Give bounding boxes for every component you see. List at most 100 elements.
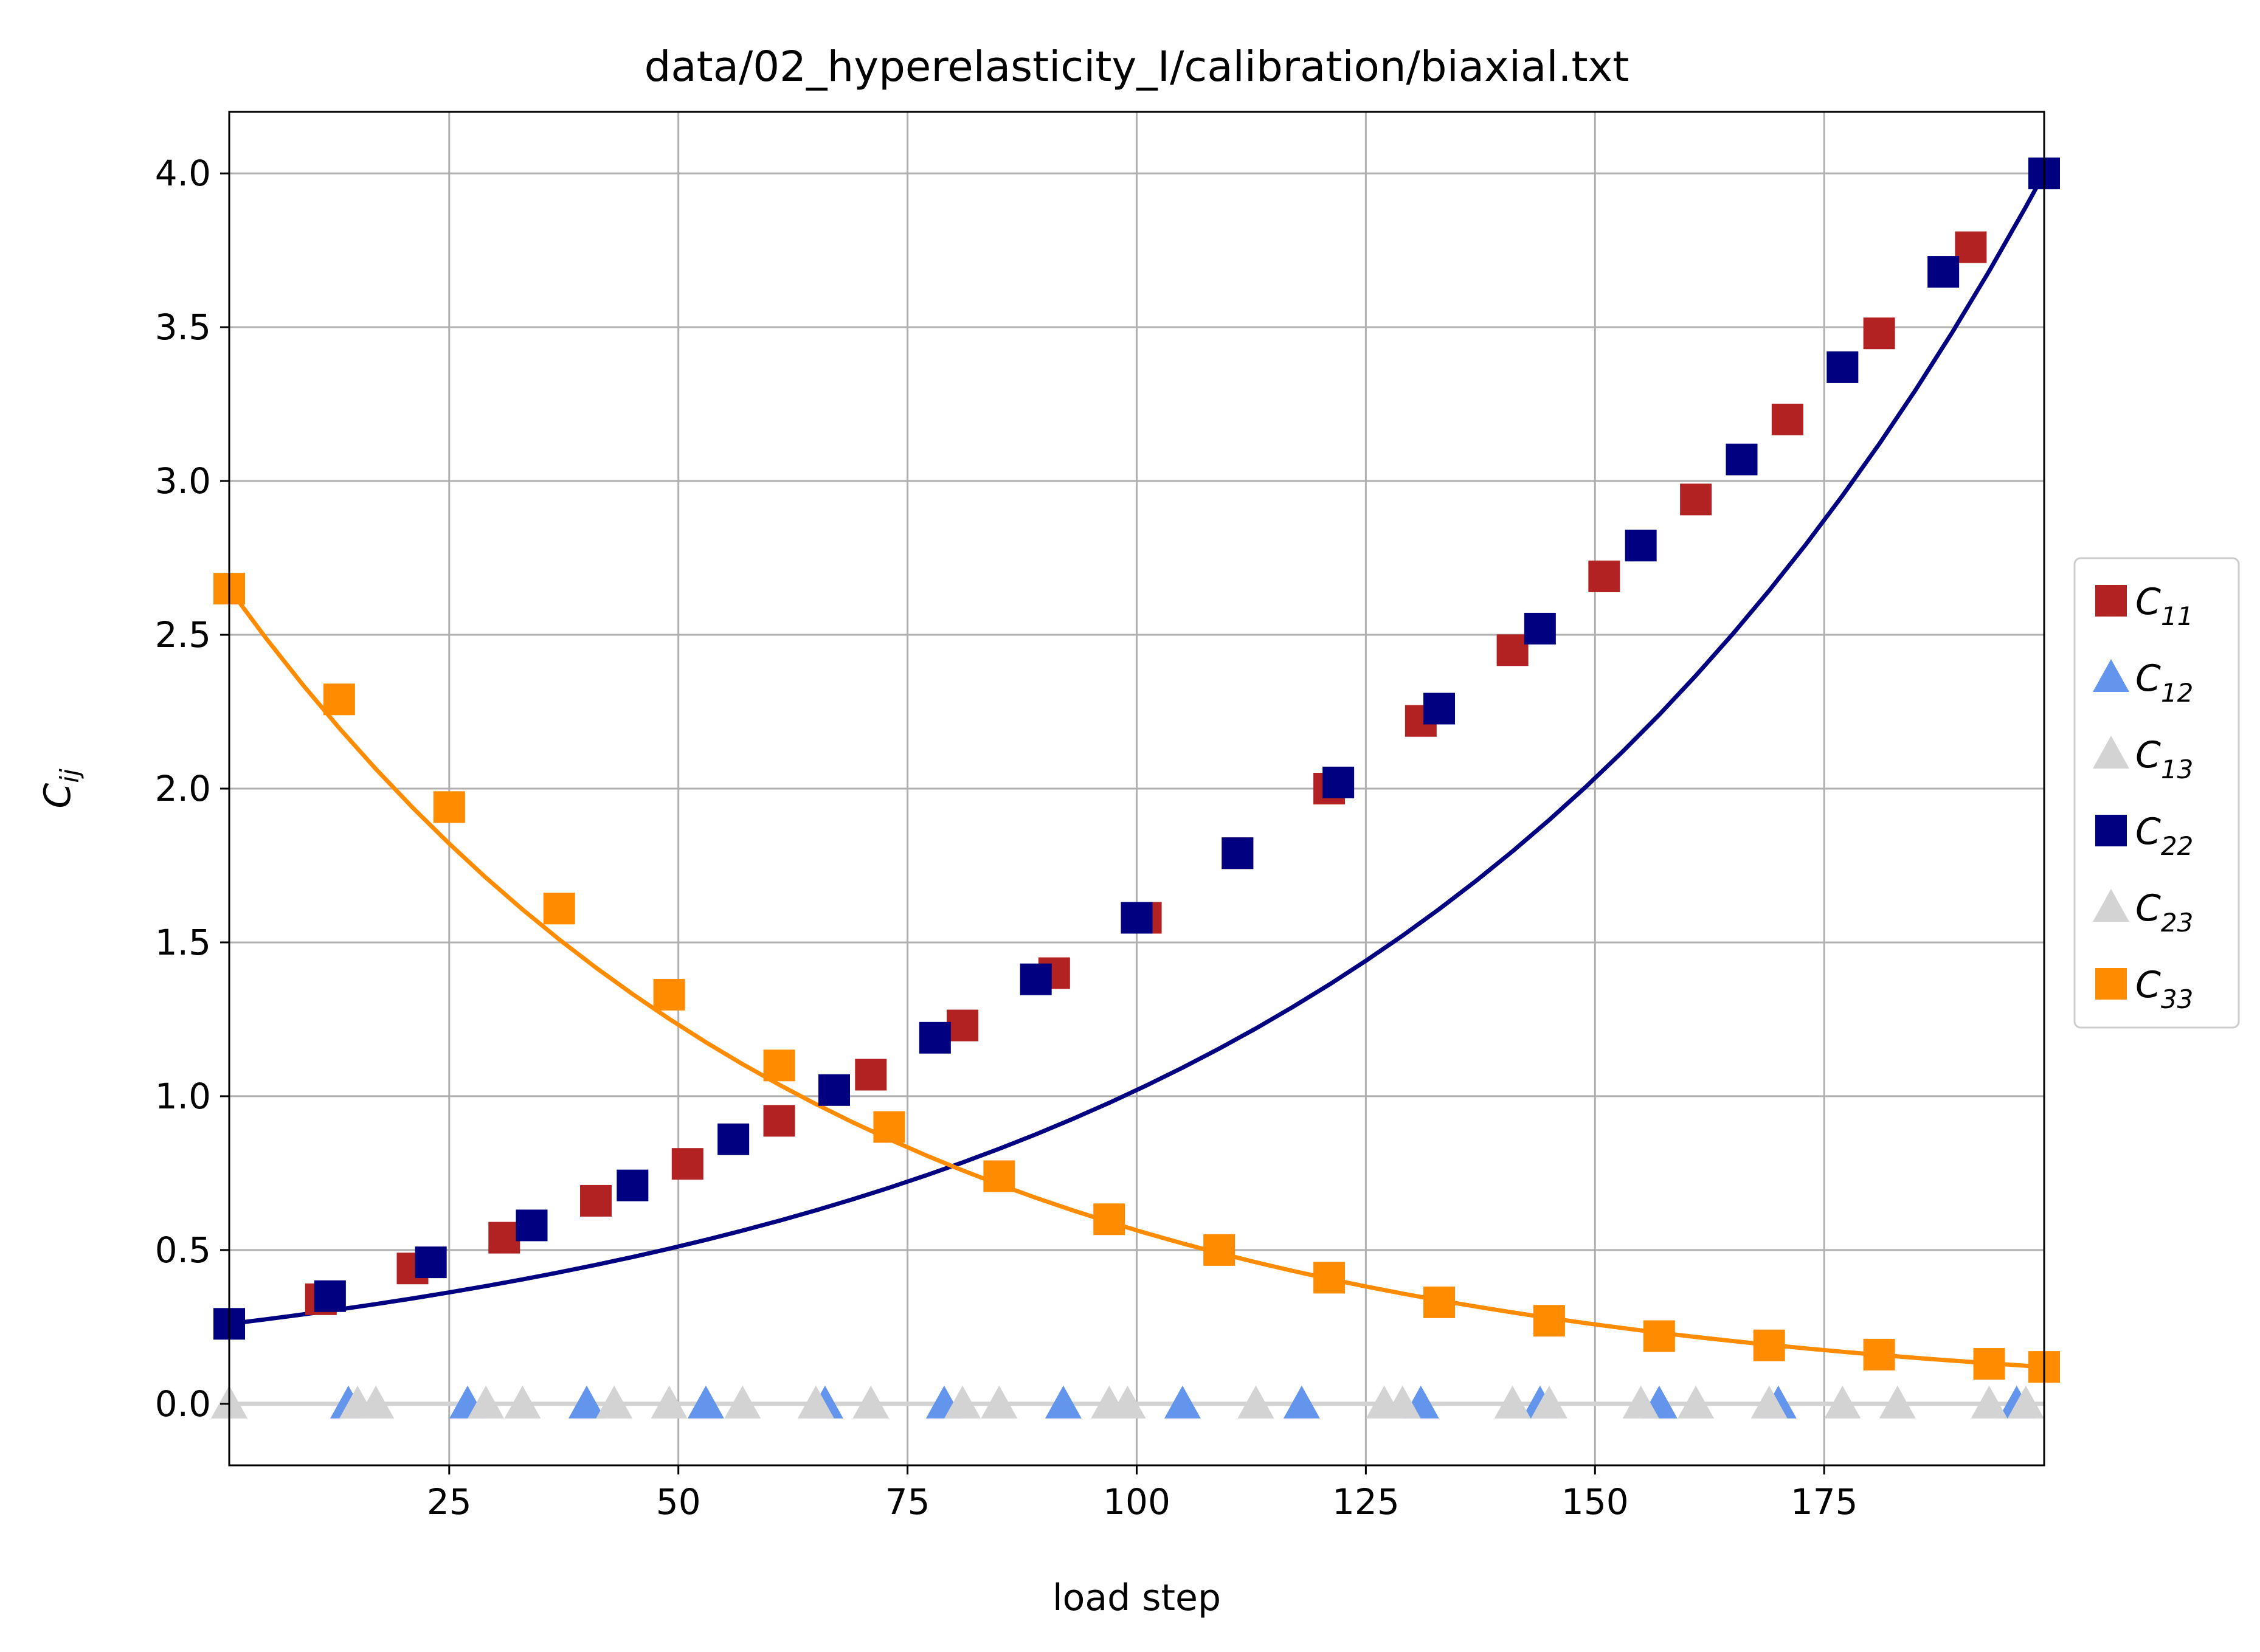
data-point-c13 [1678, 1385, 1715, 1419]
chart-title: data/02_hyperelasticity_I/calibration/bi… [644, 43, 1629, 91]
data-point-c22 [1423, 693, 1455, 725]
data-point-c23 [981, 1385, 1018, 1419]
data-point-c11 [671, 1148, 703, 1180]
x-tick-label: 25 [427, 1481, 472, 1522]
data-point-c12 [687, 1385, 724, 1419]
data-point-c33 [763, 1049, 795, 1082]
x-tick-label: 150 [1561, 1481, 1629, 1522]
data-point-c33 [433, 791, 465, 823]
data-point-c13 [1971, 1385, 2008, 1419]
data-point-c33 [1533, 1305, 1565, 1337]
data-point-c22 [1222, 837, 1254, 869]
y-tick-label: 1.5 [155, 922, 211, 963]
data-point-c22 [919, 1021, 951, 1054]
y-tick-label: 3.0 [155, 460, 211, 502]
x-tick-label: 50 [656, 1481, 701, 1522]
data-point-c13 [1824, 1385, 1861, 1419]
y-tick-label: 2.5 [155, 614, 211, 655]
data-point-c23 [2007, 1385, 2044, 1419]
data-point-c33 [1203, 1234, 1235, 1266]
legend-marker-c23 [2093, 889, 2129, 922]
legend-marker-c13 [2093, 736, 2129, 769]
data-point-c11 [947, 1009, 979, 1042]
data-point-c11 [488, 1222, 520, 1254]
x-tick-label: 125 [1332, 1481, 1400, 1522]
legend-box [2073, 557, 2240, 1029]
data-point-c33 [1423, 1286, 1455, 1318]
series-markers [211, 157, 2060, 1419]
data-point-c23 [852, 1385, 890, 1419]
legend-label: C11 [2135, 581, 2193, 631]
data-point-c22 [314, 1280, 346, 1312]
legend-label: C22 [2135, 810, 2193, 861]
y-axis-label: Cij [36, 769, 85, 809]
data-point-c22 [1121, 902, 1153, 934]
data-point-c12 [568, 1385, 605, 1419]
legend-entry-c12: C12 [2093, 657, 2193, 708]
legend-label: C12 [2135, 657, 2193, 708]
data-point-c11 [1588, 560, 1620, 592]
y-axis-label-base: C [36, 783, 79, 809]
data-point-c33 [1973, 1348, 2005, 1380]
data-point-c23 [1879, 1385, 1916, 1419]
legend-label: C23 [2135, 887, 2193, 938]
data-point-c11 [1680, 483, 1712, 516]
data-point-c22 [818, 1074, 850, 1106]
data-point-c22 [415, 1246, 447, 1279]
legend-label: C13 [2135, 734, 2193, 784]
axis-ticks: 25 50 75 100 125 150 175 0.0 0.5 1.0 1.5 2.0 2.5 3.0 3… [155, 153, 1858, 1522]
data-point-c22 [516, 1209, 548, 1242]
y-tick-label: 2.0 [155, 768, 211, 809]
data-point-c12 [1164, 1385, 1201, 1419]
data-point-c22 [1927, 256, 1960, 288]
data-point-c33 [983, 1160, 1015, 1192]
data-point-c22 [1020, 963, 1052, 995]
data-point-c23 [1237, 1385, 1274, 1419]
x-tick-label: 175 [1791, 1481, 1858, 1522]
y-tick-label: 0.0 [155, 1383, 211, 1425]
data-point-c23 [596, 1385, 633, 1419]
data-point-c13 [504, 1385, 541, 1419]
data-point-c13 [797, 1385, 834, 1419]
legend-marker-c22 [2095, 815, 2127, 846]
data-point-c22 [617, 1169, 649, 1201]
legend: C11 C12 C13 C22 C23 C33 [2073, 557, 2240, 1029]
legend-marker-c11 [2095, 585, 2127, 617]
data-point-c11 [855, 1059, 887, 1091]
data-point-c11 [1771, 403, 1803, 435]
data-point-c33 [1753, 1329, 1785, 1361]
x-tick-label: 100 [1103, 1481, 1170, 1522]
data-point-c12 [1283, 1385, 1320, 1419]
legend-marker-c12 [2093, 659, 2129, 692]
legend-entry-c33: C33 [2095, 964, 2193, 1014]
data-point-c23 [1494, 1385, 1531, 1419]
legend-entry-c22: C22 [2095, 810, 2193, 861]
legend-label: C33 [2135, 964, 2193, 1014]
data-point-c33 [1093, 1203, 1125, 1236]
data-point-c13 [1530, 1385, 1567, 1419]
data-point-c33 [1643, 1320, 1675, 1352]
data-point-c33 [653, 978, 685, 1011]
data-point-c33 [323, 683, 355, 716]
data-point-c13 [944, 1385, 981, 1419]
legend-marker-c33 [2095, 968, 2127, 1000]
data-point-c22 [1524, 612, 1556, 645]
legend-entry-c23: C23 [2093, 887, 2193, 938]
data-point-c22 [1726, 443, 1758, 475]
data-point-c11 [580, 1184, 612, 1217]
series-line-c22 [229, 172, 2047, 1326]
y-tick-label: 0.5 [155, 1229, 211, 1271]
data-point-c22 [1826, 351, 1859, 383]
y-tick-label: 4.0 [155, 153, 211, 194]
x-axis-label: load step [1052, 1577, 1221, 1619]
data-point-c23 [339, 1385, 376, 1419]
data-point-c22 [717, 1123, 750, 1155]
y-tick-label: 1.0 [155, 1076, 211, 1117]
data-point-c23 [724, 1385, 761, 1419]
legend-entry-c13: C13 [2093, 734, 2193, 784]
data-point-c23 [1750, 1385, 1788, 1419]
data-point-c23 [468, 1385, 505, 1419]
data-point-c11 [763, 1105, 795, 1137]
y-tick-label: 3.5 [155, 306, 211, 348]
